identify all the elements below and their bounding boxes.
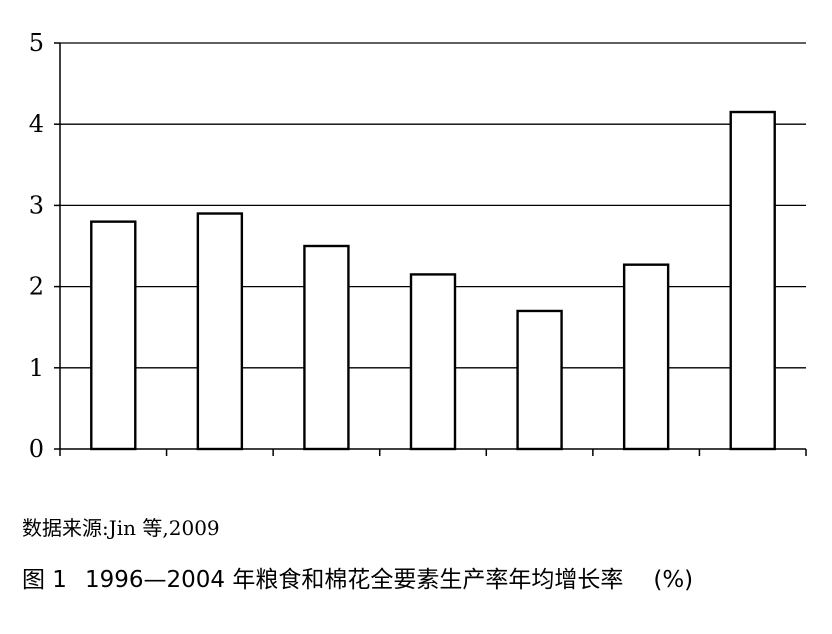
y-tick-label-5: 5 — [29, 29, 44, 57]
bar-小麦 — [409, 273, 457, 451]
y-tick-label-0: 0 — [29, 435, 44, 463]
gridlines — [60, 42, 806, 369]
y-tick-label-3: 3 — [29, 191, 44, 219]
figure-unit: (%) — [653, 567, 694, 593]
bar-早稻 — [90, 220, 137, 451]
source-note: 数据来源:Jin 等,2009 — [22, 516, 220, 540]
y-tick-label-2: 2 — [29, 273, 44, 301]
figure-label: 图 1 — [22, 567, 67, 593]
bar-棉花 — [729, 110, 776, 451]
y-tick-label-4: 4 — [29, 110, 44, 138]
y-tick-label-1: 1 — [29, 354, 44, 382]
bar-粳稻 — [303, 244, 350, 451]
axes — [54, 42, 807, 456]
bar-大豆 — [622, 263, 670, 451]
bar-晚稻 — [196, 212, 244, 451]
y-tick-labels: 0 1 2 3 4 5 — [29, 29, 44, 463]
bar-玉米 — [516, 309, 563, 451]
figure-title: 1996—2004 年粮食和棉花全要素生产率年均增长率 — [84, 567, 624, 593]
bars — [90, 110, 776, 451]
figure-caption: 图 1 1996—2004 年粮食和棉花全要素生产率年均增长率 (%) — [22, 560, 693, 594]
